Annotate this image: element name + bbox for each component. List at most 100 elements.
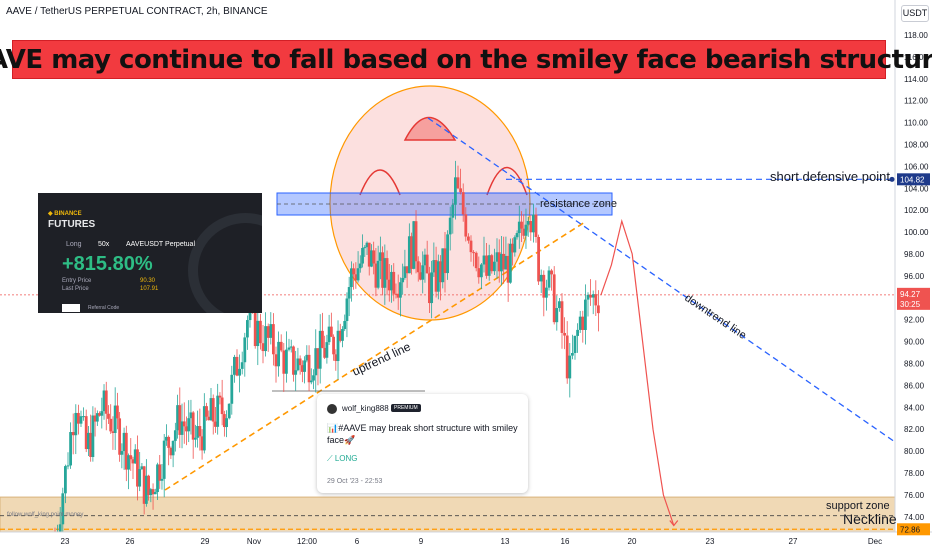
candle-body — [136, 449, 139, 487]
y-tick-label: 90.00 — [904, 338, 925, 347]
candle-body — [472, 252, 475, 254]
candle-body — [222, 414, 226, 428]
pair-name: AAVEUSDT Perpetual — [126, 241, 195, 248]
binance-logo: ◆ BINANCE — [48, 211, 82, 217]
candle-body — [515, 233, 519, 238]
candle-body — [227, 403, 231, 419]
candle-body — [547, 270, 551, 288]
candle-body — [381, 252, 384, 288]
qr-code-icon — [62, 304, 80, 312]
candle-body — [410, 236, 413, 269]
candle-body — [500, 253, 503, 272]
candle-body — [312, 375, 315, 381]
candle-body — [89, 432, 93, 457]
x-tick-label: 23 — [706, 537, 715, 546]
entry-price-value: 90.30 — [140, 278, 156, 284]
candle-body — [347, 287, 351, 299]
candle-body — [396, 293, 400, 298]
candle-body — [350, 268, 353, 288]
candle-body — [266, 326, 270, 338]
candle-body — [419, 272, 422, 280]
candle-body — [532, 214, 535, 233]
candle-body — [539, 274, 543, 282]
x-tick-label: Dec — [868, 537, 882, 546]
candle-body — [144, 475, 148, 504]
candle-body — [529, 221, 533, 233]
candle-body — [289, 346, 293, 348]
candle-body — [436, 261, 440, 292]
candle-body — [323, 347, 327, 358]
last-price-value: 107.91 — [140, 286, 159, 292]
candle-body — [511, 243, 514, 253]
headline-text: 📊#AAVE may continue to fall based on the… — [0, 44, 932, 75]
candle-body — [292, 346, 295, 375]
candle-body — [214, 421, 217, 427]
short-defensive-point-label: short defensive point — [770, 169, 890, 184]
x-tick-label: 29 — [201, 537, 210, 546]
candle-body — [176, 405, 179, 431]
y-tick-label: 110.00 — [904, 119, 928, 128]
candle-body — [412, 221, 416, 269]
idea-post-card[interactable]: wolf_king888 PREMIUM 📊#AAVE may break sh… — [317, 394, 528, 493]
candle-body — [407, 236, 411, 274]
candle-body — [552, 274, 556, 323]
candle-body — [151, 489, 155, 495]
candle-body — [87, 432, 90, 450]
candle-body — [256, 320, 260, 347]
candle-body — [84, 416, 88, 450]
candle-body — [194, 437, 197, 440]
candle-body — [185, 426, 188, 432]
projection-path — [600, 218, 675, 526]
candle-body — [522, 228, 526, 236]
candle-body — [332, 336, 335, 355]
candle-body — [474, 252, 478, 269]
candle-body — [64, 466, 67, 494]
candle-body — [387, 279, 391, 291]
long-signal: ⟋ LONG — [327, 454, 358, 463]
candle-body — [321, 330, 324, 348]
candle-body — [581, 316, 585, 330]
candle-body — [196, 426, 200, 438]
candle-body — [207, 416, 211, 421]
y-tick-label: 106.00 — [904, 162, 929, 171]
projection-arrowhead — [669, 520, 679, 527]
current-price-tag-bg — [897, 287, 930, 310]
candle-body — [345, 298, 349, 322]
downtrend-line — [427, 117, 896, 443]
neckline-tag-bg — [897, 523, 930, 536]
candle-body — [142, 466, 146, 504]
candle-body — [218, 395, 222, 398]
candle-body — [526, 221, 530, 225]
candle-body — [91, 415, 95, 457]
post-username[interactable]: wolf_king888 — [342, 404, 389, 413]
post-date: 29 Oct '23 - 22:53 — [327, 478, 383, 485]
candle-body — [534, 214, 538, 237]
decorative-ring — [188, 213, 262, 313]
short-point-marker — [889, 176, 895, 182]
candle-body — [469, 240, 473, 253]
candle-body — [392, 271, 396, 294]
candle-body — [279, 341, 283, 351]
candle-body — [558, 301, 561, 309]
candle-body — [456, 177, 460, 189]
candle-body — [113, 405, 117, 434]
candle-body — [383, 258, 387, 288]
candle-body — [171, 440, 175, 456]
candle-body — [58, 524, 62, 534]
post-title[interactable]: 📊#AAVE may break short structure with sm… — [327, 423, 518, 445]
candle-body — [399, 282, 402, 298]
candle-body — [109, 418, 113, 432]
x-tick-label: 26 — [126, 537, 135, 546]
y-tick-label: 96.00 — [904, 272, 925, 281]
candle-body — [374, 263, 378, 288]
candle-body — [385, 258, 389, 280]
candle-body — [131, 459, 135, 464]
currency-button[interactable]: USDT — [901, 5, 929, 22]
candle-body — [243, 337, 247, 363]
candle-body — [95, 413, 99, 422]
x-tick-label: 20 — [628, 537, 637, 546]
x-tick-label: 13 — [501, 537, 510, 546]
candle-body — [504, 255, 508, 270]
candle-body — [211, 398, 215, 422]
